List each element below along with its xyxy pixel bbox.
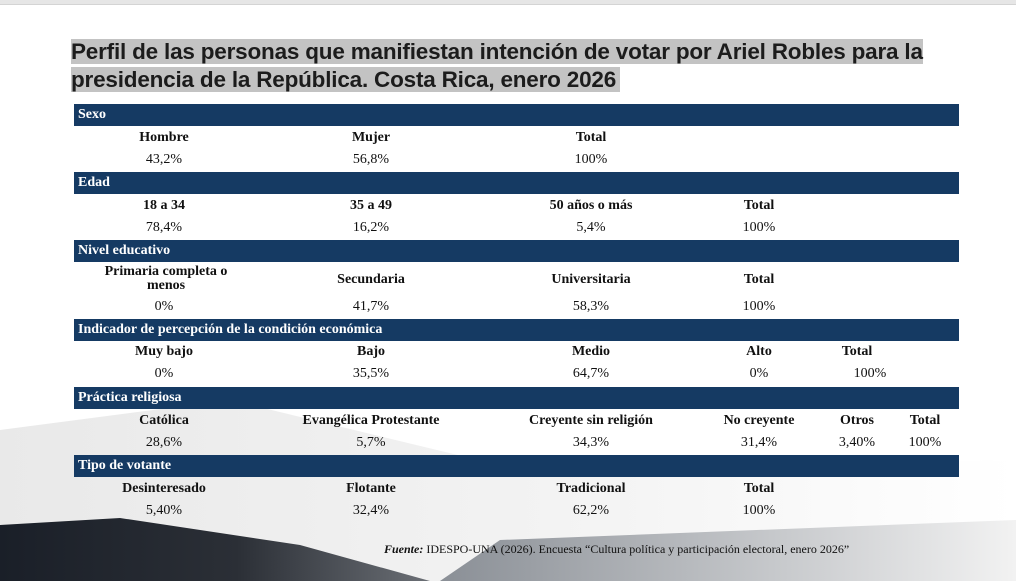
section-header-votante: Tipo de votante (74, 455, 959, 477)
value-no-creyente: 31,4% (740, 435, 778, 450)
label-total: Total (841, 344, 873, 359)
value-18-34: 78,4% (145, 220, 183, 235)
value-catolica: 28,6% (145, 435, 183, 450)
section-header-educacion: Nivel educativo (74, 240, 959, 262)
label-35-49: 35 a 49 (350, 198, 392, 213)
label-catolica: Católica (139, 413, 189, 428)
label-flotante: Flotante (346, 481, 396, 496)
label-no-creyente: No creyente (723, 413, 795, 428)
label-total: Total (575, 130, 607, 145)
votante-values-row: 5,40% 32,4% 62,2% 100% (74, 501, 959, 523)
value-otros: 3,40% (838, 435, 876, 450)
economia-labels-row: Muy bajo Bajo Medio Alto Total (74, 343, 959, 365)
section-header-sexo: Sexo (74, 104, 959, 126)
religion-labels-row: Católica Evangélica Protestante Creyente… (74, 411, 959, 433)
educacion-values-row: 0% 41,7% 58,3% 100% (74, 298, 959, 319)
value-hombre: 43,2% (145, 152, 183, 167)
label-hombre: Hombre (139, 130, 189, 145)
section-header-economia: Indicador de percepción de la condición … (74, 319, 959, 341)
value-desinteresado: 5,40% (145, 503, 183, 518)
value-total: 100% (574, 152, 608, 167)
source-label: Fuente: (384, 542, 424, 556)
value-creyente-sin-religion: 34,3% (572, 435, 610, 450)
value-medio: 64,7% (572, 366, 610, 381)
label-otros: Otros (840, 413, 874, 428)
section-header-edad: Edad (74, 172, 959, 194)
page-title: Perfil de las personas que manifiestan i… (71, 38, 946, 94)
label-universitaria: Universitaria (551, 272, 631, 287)
label-18-34: 18 a 34 (143, 198, 185, 213)
label-total: Total (743, 481, 775, 496)
label-secundaria: Secundaria (337, 272, 405, 287)
economia-values-row: 0% 35,5% 64,7% 0% 100% (74, 365, 959, 387)
value-total: 100% (742, 220, 776, 235)
section-header-religion: Práctica religiosa (74, 387, 959, 409)
value-universitaria: 58,3% (572, 299, 610, 314)
value-primaria: 0% (154, 299, 174, 314)
label-mujer: Mujer (351, 130, 391, 145)
value-bajo: 35,5% (352, 366, 390, 381)
label-total: Total (743, 198, 775, 213)
value-muy-bajo: 0% (154, 366, 174, 381)
value-secundaria: 41,7% (352, 299, 390, 314)
source-text: IDESPO-UNA (2026). Encuesta “Cultura pol… (423, 542, 850, 556)
label-primaria: Primaria completa o menos (104, 264, 228, 293)
profile-table: Sexo Hombre Mujer Total 43,2% 56,8% 100%… (74, 104, 959, 523)
top-border (0, 0, 1016, 5)
label-50-mas: 50 años o más (549, 198, 633, 213)
label-medio: Medio (571, 344, 611, 359)
value-tradicional: 62,2% (572, 503, 610, 518)
label-total: Total (743, 272, 775, 287)
sexo-values-row: 43,2% 56,8% 100% (74, 150, 959, 172)
page-title-text: Perfil de las personas que manifiestan i… (71, 39, 923, 92)
label-creyente-sin-religion: Creyente sin religión (529, 413, 653, 428)
label-evangelica: Evangélica Protestante (302, 413, 440, 428)
value-total: 100% (853, 366, 887, 381)
edad-labels-row: 18 a 34 35 a 49 50 años o más Total (74, 196, 959, 218)
sexo-labels-row: Hombre Mujer Total (74, 128, 959, 150)
label-bajo: Bajo (357, 344, 385, 359)
value-total: 100% (908, 435, 942, 450)
value-35-49: 16,2% (352, 220, 390, 235)
label-muy-bajo: Muy bajo (135, 344, 193, 359)
label-desinteresado: Desinteresado (122, 481, 206, 496)
value-total: 100% (742, 503, 776, 518)
value-50-mas: 5,4% (576, 220, 606, 235)
edad-values-row: 78,4% 16,2% 5,4% 100% (74, 218, 959, 240)
votante-labels-row: Desinteresado Flotante Tradicional Total (74, 479, 959, 501)
value-alto: 0% (749, 366, 769, 381)
value-evangelica: 5,7% (356, 435, 386, 450)
label-total: Total (909, 413, 941, 428)
educacion-labels-row: Primaria completa o menos Secundaria Uni… (74, 264, 959, 298)
label-tradicional: Tradicional (556, 481, 626, 496)
value-total: 100% (742, 299, 776, 314)
religion-values-row: 28,6% 5,7% 34,3% 31,4% 3,40% 100% (74, 433, 959, 455)
value-mujer: 56,8% (352, 152, 390, 167)
label-alto: Alto (746, 344, 772, 359)
source-note: Fuente: IDESPO-UNA (2026). Encuesta “Cul… (384, 542, 882, 556)
value-flotante: 32,4% (352, 503, 390, 518)
